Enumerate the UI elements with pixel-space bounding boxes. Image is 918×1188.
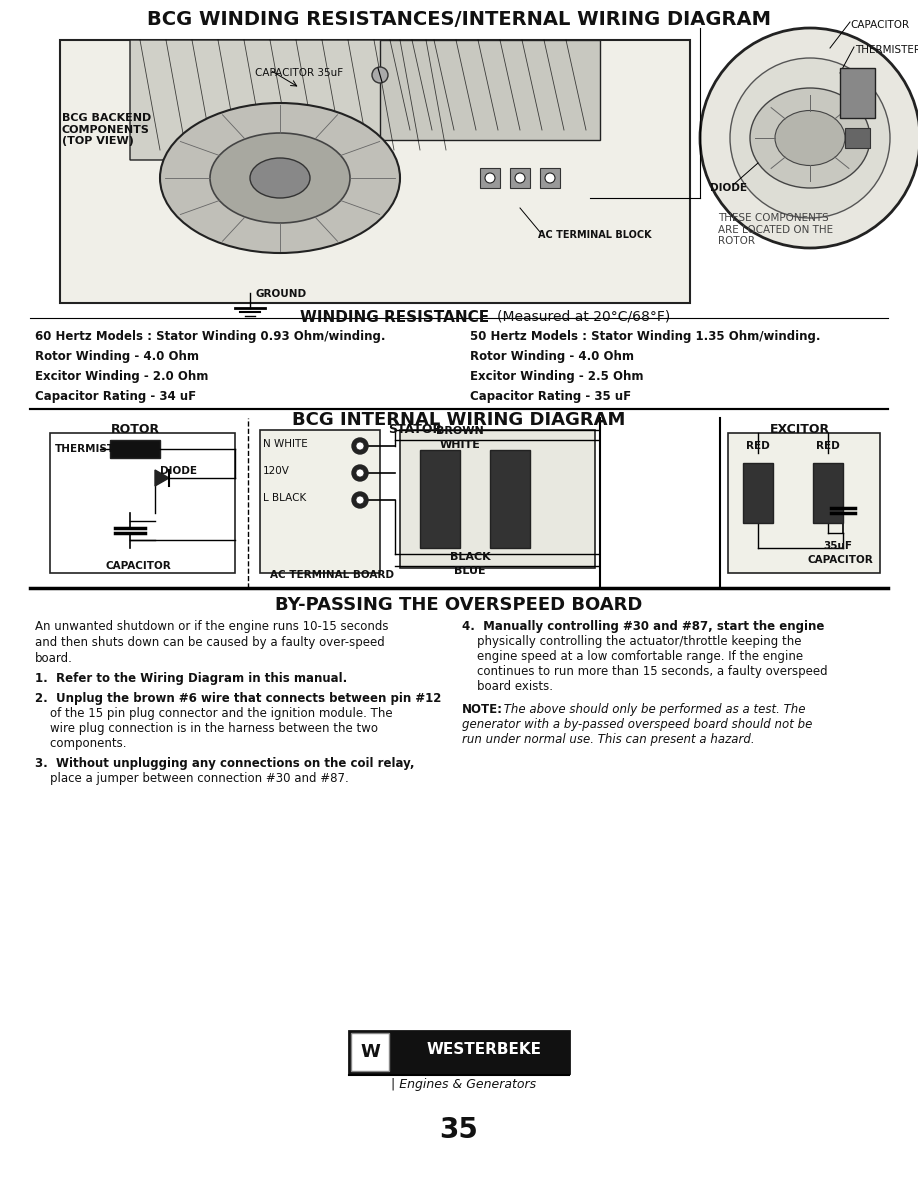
Text: NOTE:: NOTE: bbox=[462, 703, 503, 716]
Bar bbox=[50, 432, 235, 573]
Bar bbox=[813, 463, 843, 523]
Text: An unwanted shutdown or if the engine runs 10-15 seconds: An unwanted shutdown or if the engine ru… bbox=[35, 620, 388, 633]
Text: engine speed at a low comfortable range. If the engine: engine speed at a low comfortable range.… bbox=[462, 650, 803, 663]
Text: BLUE: BLUE bbox=[454, 565, 486, 576]
Text: 60 Hertz Models : Stator Winding 0.93 Ohm/winding.: 60 Hertz Models : Stator Winding 0.93 Oh… bbox=[35, 330, 386, 343]
Text: L BLACK: L BLACK bbox=[263, 493, 307, 503]
Circle shape bbox=[352, 465, 368, 481]
Text: 35uF: 35uF bbox=[823, 541, 852, 551]
Text: wire plug connection is in the harness between the two: wire plug connection is in the harness b… bbox=[35, 722, 378, 735]
Text: physically controlling the actuator/throttle keeping the: physically controlling the actuator/thro… bbox=[462, 636, 801, 647]
Bar bbox=[110, 440, 160, 459]
Circle shape bbox=[485, 173, 495, 183]
Circle shape bbox=[352, 438, 368, 454]
Text: 2.  Unplug the brown #6 wire that connects between pin #12: 2. Unplug the brown #6 wire that connect… bbox=[35, 691, 442, 704]
Text: THERMISTER: THERMISTER bbox=[855, 45, 918, 55]
Text: board exists.: board exists. bbox=[462, 680, 553, 693]
Text: Rotor Winding - 4.0 Ohm: Rotor Winding - 4.0 Ohm bbox=[35, 350, 199, 364]
Text: W: W bbox=[360, 1043, 380, 1061]
Circle shape bbox=[356, 469, 364, 478]
Text: generator with a by-passed overspeed board should not be: generator with a by-passed overspeed boa… bbox=[462, 718, 812, 731]
Ellipse shape bbox=[210, 133, 350, 223]
Bar bbox=[420, 450, 460, 548]
Text: Capacitor Rating - 34 uF: Capacitor Rating - 34 uF bbox=[35, 390, 196, 403]
Bar bbox=[490, 450, 530, 548]
Text: board.: board. bbox=[35, 652, 73, 665]
Bar bbox=[60, 40, 690, 303]
Text: 1.  Refer to the Wiring Diagram in this manual.: 1. Refer to the Wiring Diagram in this m… bbox=[35, 672, 347, 685]
Text: THESE COMPONENTS
ARE LOCATED ON THE
ROTOR: THESE COMPONENTS ARE LOCATED ON THE ROTO… bbox=[718, 213, 834, 246]
Ellipse shape bbox=[775, 110, 845, 165]
Polygon shape bbox=[155, 470, 169, 486]
Text: place a jumper between connection #30 and #87.: place a jumper between connection #30 an… bbox=[35, 772, 349, 785]
Bar bbox=[260, 430, 380, 573]
Circle shape bbox=[730, 58, 890, 219]
Ellipse shape bbox=[250, 158, 310, 198]
Bar bbox=[349, 1031, 569, 1073]
Text: CAPACITOR 35uF: CAPACITOR 35uF bbox=[255, 68, 343, 78]
Text: BROWN: BROWN bbox=[436, 426, 484, 436]
Bar bbox=[480, 168, 500, 188]
Bar bbox=[400, 430, 595, 568]
Text: AC TERMINAL BOARD: AC TERMINAL BOARD bbox=[270, 570, 394, 580]
Circle shape bbox=[545, 173, 555, 183]
Text: run under normal use. This can present a hazard.: run under normal use. This can present a… bbox=[462, 733, 755, 746]
Text: Rotor Winding - 4.0 Ohm: Rotor Winding - 4.0 Ohm bbox=[470, 350, 634, 364]
Text: Capacitor Rating - 35 uF: Capacitor Rating - 35 uF bbox=[470, 390, 632, 403]
Text: of the 15 pin plug connector and the ignition module. The: of the 15 pin plug connector and the ign… bbox=[35, 707, 393, 720]
Text: WHITE: WHITE bbox=[440, 440, 480, 450]
Text: RED: RED bbox=[746, 441, 770, 451]
Bar bbox=[840, 68, 875, 118]
Polygon shape bbox=[380, 40, 600, 140]
Text: WESTERBEKE: WESTERBEKE bbox=[427, 1042, 542, 1056]
Text: CAPACITOR: CAPACITOR bbox=[105, 561, 171, 571]
Polygon shape bbox=[130, 40, 460, 160]
Text: 35: 35 bbox=[440, 1116, 478, 1144]
Text: 120V: 120V bbox=[263, 466, 290, 476]
Ellipse shape bbox=[750, 88, 870, 188]
Circle shape bbox=[356, 497, 364, 504]
Circle shape bbox=[700, 29, 918, 248]
Text: CAPACITOR: CAPACITOR bbox=[808, 555, 874, 565]
Circle shape bbox=[352, 492, 368, 508]
Ellipse shape bbox=[160, 103, 400, 253]
Text: AC TERMINAL BLOCK: AC TERMINAL BLOCK bbox=[538, 230, 652, 240]
Text: THERMISTER: THERMISTER bbox=[55, 444, 130, 454]
Bar bbox=[743, 463, 773, 523]
Text: DIODE: DIODE bbox=[160, 466, 197, 476]
Text: and then shuts down can be caused by a faulty over-speed: and then shuts down can be caused by a f… bbox=[35, 636, 385, 649]
Text: BCG WINDING RESISTANCES/INTERNAL WIRING DIAGRAM: BCG WINDING RESISTANCES/INTERNAL WIRING … bbox=[147, 10, 771, 29]
Text: DIODE: DIODE bbox=[710, 183, 747, 192]
Text: EXCITOR: EXCITOR bbox=[770, 423, 830, 436]
Bar bbox=[540, 168, 560, 188]
Text: | Engines & Generators: | Engines & Generators bbox=[391, 1078, 536, 1091]
Text: WINDING RESISTANCE: WINDING RESISTANCE bbox=[300, 310, 489, 326]
Text: CAPACITOR: CAPACITOR bbox=[850, 20, 909, 30]
Text: 4.  Manually controlling #30 and #87, start the engine: 4. Manually controlling #30 and #87, sta… bbox=[462, 620, 824, 633]
Text: Excitor Winding - 2.5 Ohm: Excitor Winding - 2.5 Ohm bbox=[470, 369, 644, 383]
Text: BCG INTERNAL WIRING DIAGRAM: BCG INTERNAL WIRING DIAGRAM bbox=[292, 411, 626, 429]
Text: 3.  Without unplugging any connections on the coil relay,: 3. Without unplugging any connections on… bbox=[35, 757, 415, 770]
Text: RED: RED bbox=[816, 441, 840, 451]
Text: ROTOR: ROTOR bbox=[110, 423, 160, 436]
Text: continues to run more than 15 seconds, a faulty overspeed: continues to run more than 15 seconds, a… bbox=[462, 665, 828, 678]
Text: Excitor Winding - 2.0 Ohm: Excitor Winding - 2.0 Ohm bbox=[35, 369, 208, 383]
Circle shape bbox=[356, 442, 364, 450]
Text: components.: components. bbox=[35, 737, 127, 750]
Text: N WHITE: N WHITE bbox=[263, 440, 308, 449]
Text: BY-PASSING THE OVERSPEED BOARD: BY-PASSING THE OVERSPEED BOARD bbox=[275, 596, 643, 614]
Bar bbox=[728, 432, 880, 573]
Text: BCG BACKEND
COMPONENTS
(TOP VIEW): BCG BACKEND COMPONENTS (TOP VIEW) bbox=[62, 113, 151, 146]
Circle shape bbox=[515, 173, 525, 183]
Text: 50 Hertz Models : Stator Winding 1.35 Ohm/winding.: 50 Hertz Models : Stator Winding 1.35 Oh… bbox=[470, 330, 821, 343]
Text: GROUND: GROUND bbox=[255, 289, 306, 299]
Text: BLACK: BLACK bbox=[450, 552, 490, 562]
Text: The above should only be performed as a test. The: The above should only be performed as a … bbox=[500, 703, 805, 716]
Bar bbox=[845, 128, 870, 148]
Text: STATOR: STATOR bbox=[388, 423, 442, 436]
Bar bbox=[510, 168, 530, 188]
Text: (Measured at 20°C/68°F): (Measured at 20°C/68°F) bbox=[497, 310, 670, 324]
Bar bbox=[351, 1034, 389, 1072]
Circle shape bbox=[372, 67, 388, 83]
